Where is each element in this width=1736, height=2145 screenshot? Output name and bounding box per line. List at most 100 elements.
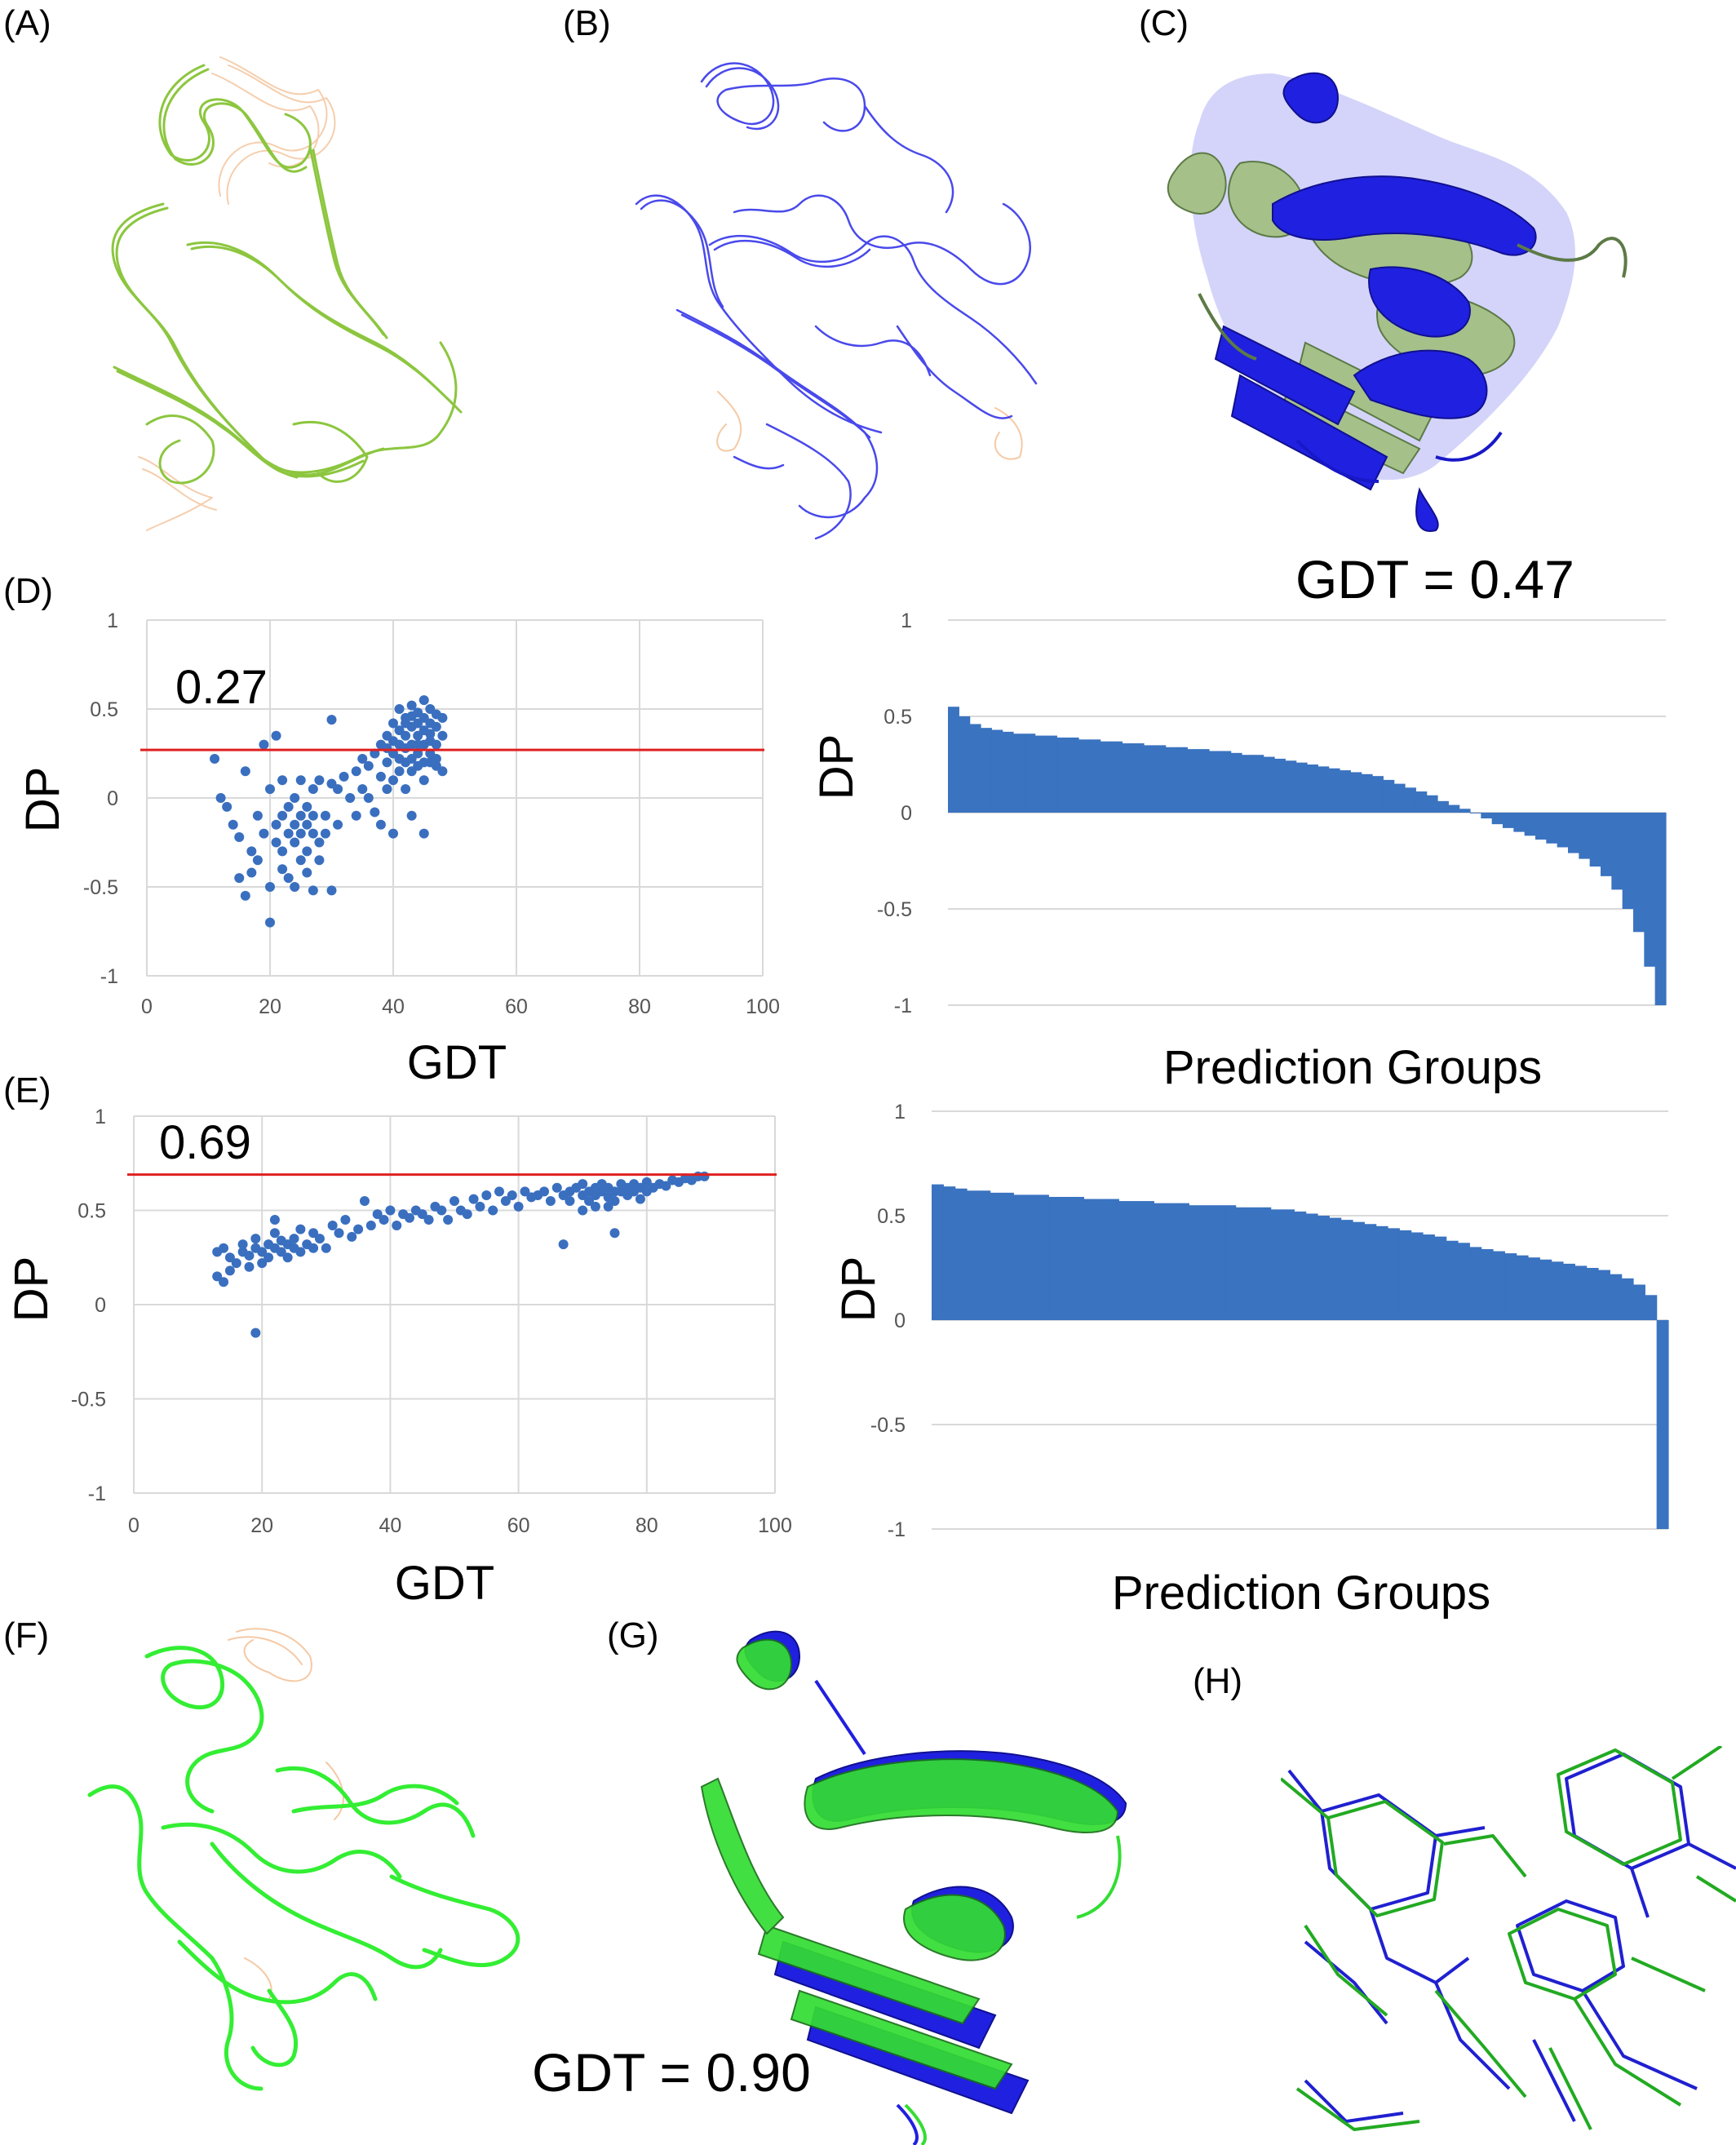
scatter-point	[406, 711, 417, 721]
scatter-point	[394, 704, 405, 714]
scatter-point	[507, 1190, 517, 1201]
scatter-point	[590, 1201, 600, 1212]
bar	[1503, 813, 1514, 828]
bar	[1388, 1228, 1400, 1320]
bar	[1285, 760, 1297, 813]
chart-d-scatter: 1 0.5 0 -0.5 -1 0 20 40 60 80 100 0.27 GDT DP	[16, 609, 780, 1089]
scatter-point	[513, 1201, 524, 1212]
bar	[1329, 1217, 1342, 1320]
bar	[1078, 739, 1090, 813]
panel-label-f: (F)	[3, 1615, 50, 1655]
scatter-point	[314, 837, 325, 848]
bar	[1111, 741, 1123, 813]
scatter-point	[565, 1195, 575, 1206]
bar	[1586, 1268, 1599, 1320]
bar	[1274, 758, 1286, 813]
y-axis-label: DP	[16, 767, 69, 833]
scatter-point	[228, 819, 238, 830]
scatter-point	[468, 1194, 479, 1204]
scatter-point	[250, 1327, 261, 1338]
scatter-point	[382, 784, 392, 795]
scatter-point	[388, 736, 398, 747]
scatter-point	[271, 819, 281, 830]
scatter-point	[437, 730, 448, 741]
bar	[990, 1192, 1003, 1320]
panel-label-d: (D)	[3, 571, 54, 611]
scatter-point	[382, 742, 392, 753]
bar	[1621, 1278, 1634, 1320]
scatter-point	[375, 819, 386, 830]
bar	[1318, 766, 1330, 813]
bar	[1307, 764, 1318, 813]
panel-label-e: (E)	[3, 1070, 51, 1110]
bar	[1399, 1230, 1412, 1320]
bar	[1089, 739, 1101, 813]
bar	[1259, 1207, 1272, 1320]
protein-cartoon-g	[700, 1630, 1127, 2145]
scatter-point	[295, 855, 306, 866]
scatter-point	[404, 1212, 414, 1223]
scatter-point	[635, 1194, 645, 1204]
scatter-point	[222, 801, 232, 812]
bar	[1481, 1248, 1494, 1320]
scatter-point	[359, 1195, 370, 1206]
scatter-point	[265, 882, 275, 892]
scatter-point	[418, 828, 429, 839]
scatter-point	[353, 1224, 364, 1234]
scatter-point	[269, 1228, 280, 1239]
bar	[1034, 735, 1047, 813]
bar	[1037, 1194, 1049, 1320]
scatter-point	[520, 1186, 530, 1197]
panel-label-b: (B)	[563, 3, 611, 43]
bar	[1187, 749, 1199, 813]
bar	[1154, 745, 1167, 813]
x-axis-label: GDT	[395, 1557, 494, 1610]
scatter-point	[394, 766, 405, 777]
y-tick-label: 1	[901, 609, 912, 632]
scatter-point	[308, 828, 318, 839]
bar	[1118, 1201, 1132, 1320]
scatter-point	[436, 1205, 447, 1216]
bar	[1046, 735, 1057, 813]
scatter-point	[450, 1195, 459, 1206]
y-axis-label: DP	[832, 1256, 885, 1323]
bar	[1601, 813, 1612, 876]
bar	[1060, 1196, 1073, 1320]
scatter-point	[406, 700, 417, 711]
scatter-point	[609, 1228, 620, 1239]
bar	[1252, 755, 1264, 813]
scatter-point	[252, 855, 263, 866]
threshold-label: 0.69	[159, 1116, 251, 1169]
scatter-point	[379, 1215, 389, 1225]
scatter-point	[425, 729, 436, 739]
bar	[1645, 1295, 1658, 1320]
bar	[1364, 1224, 1377, 1320]
scatter-point	[326, 885, 337, 896]
scatter-point	[265, 784, 275, 795]
scatter-point	[423, 1215, 434, 1225]
scatter-point	[333, 784, 343, 795]
bar	[969, 724, 981, 813]
bar	[1644, 813, 1656, 967]
x-tick-label: 60	[505, 995, 528, 1018]
scatter-point	[382, 757, 392, 768]
bar	[1212, 1205, 1224, 1320]
bar	[1002, 1192, 1014, 1320]
bar	[1493, 1251, 1505, 1320]
bar	[991, 729, 1003, 813]
bar	[1610, 1274, 1623, 1320]
bar	[1535, 813, 1547, 840]
scatter-point	[246, 867, 257, 878]
scatter-point	[231, 1258, 241, 1269]
scatter-point	[388, 775, 398, 786]
x-tick-label: 60	[507, 1514, 530, 1537]
scatter-point	[295, 1224, 306, 1234]
scatter-point	[282, 1252, 293, 1263]
scatter-point	[431, 739, 441, 750]
bar	[1633, 813, 1645, 933]
sidechain-closeup-h	[1281, 1746, 1736, 2131]
scatter-point	[392, 1220, 402, 1230]
panel-label-c: (C)	[1139, 3, 1189, 43]
scatter-point	[224, 1252, 235, 1263]
bar	[1247, 1207, 1260, 1320]
